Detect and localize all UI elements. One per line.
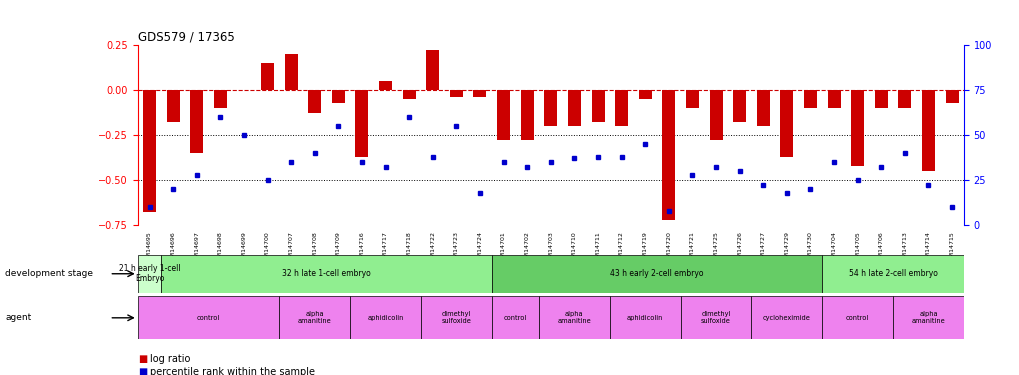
Text: cycloheximide: cycloheximide	[762, 315, 810, 321]
Bar	[331, 90, 344, 103]
Bar	[680, 296, 751, 339]
Text: alpha
amanitine: alpha amanitine	[298, 311, 331, 324]
Bar	[261, 63, 274, 90]
Bar	[279, 296, 350, 339]
Bar	[284, 54, 298, 90]
Text: alpha
amanitine: alpha amanitine	[557, 311, 591, 324]
Bar	[821, 255, 963, 292]
Bar	[403, 90, 416, 99]
Bar	[850, 90, 863, 166]
Bar	[780, 90, 793, 157]
Bar	[496, 90, 510, 140]
Text: aphidicolin: aphidicolin	[627, 315, 662, 321]
Bar	[544, 90, 556, 126]
Text: percentile rank within the sample: percentile rank within the sample	[150, 367, 315, 375]
Bar	[821, 296, 893, 339]
Text: alpha
amanitine: alpha amanitine	[911, 311, 945, 324]
Bar	[426, 50, 439, 90]
Bar	[520, 90, 533, 140]
Bar	[685, 90, 698, 108]
Bar	[491, 296, 538, 339]
Bar	[826, 90, 840, 108]
Bar	[609, 296, 680, 339]
Text: dimethyl
sulfoxide: dimethyl sulfoxide	[441, 311, 471, 324]
Text: aphidicolin: aphidicolin	[367, 315, 404, 321]
Bar	[161, 255, 491, 292]
Text: ■: ■	[138, 354, 147, 364]
Bar	[166, 90, 179, 122]
Text: ■: ■	[138, 367, 147, 375]
Text: 54 h late 2-cell embryo: 54 h late 2-cell embryo	[848, 269, 936, 278]
Bar	[350, 296, 421, 339]
Bar	[614, 90, 628, 126]
Text: control: control	[845, 315, 868, 321]
Bar	[449, 90, 463, 97]
Bar	[190, 90, 203, 153]
Text: dimethyl
sulfoxide: dimethyl sulfoxide	[700, 311, 731, 324]
Bar	[709, 90, 721, 140]
Bar	[733, 90, 746, 122]
Text: agent: agent	[5, 314, 32, 322]
Bar	[945, 90, 958, 103]
Bar	[661, 90, 675, 220]
Bar	[355, 90, 368, 157]
Text: development stage: development stage	[5, 269, 93, 278]
Bar	[421, 296, 491, 339]
Bar	[874, 90, 887, 108]
Bar	[473, 90, 486, 97]
Bar	[638, 90, 651, 99]
Text: control: control	[197, 315, 220, 321]
Bar	[214, 90, 226, 108]
Bar	[379, 81, 391, 90]
Bar	[143, 90, 156, 212]
Bar	[898, 90, 911, 108]
Bar	[308, 90, 321, 113]
Text: 21 h early 1-cell
Embryo: 21 h early 1-cell Embryo	[118, 264, 180, 284]
Bar	[751, 296, 821, 339]
Text: log ratio: log ratio	[150, 354, 191, 364]
Bar	[491, 255, 821, 292]
Bar	[538, 296, 609, 339]
Text: control: control	[503, 315, 527, 321]
Text: 43 h early 2-cell embryo: 43 h early 2-cell embryo	[609, 269, 703, 278]
Bar	[893, 296, 963, 339]
Bar	[591, 90, 604, 122]
Text: 32 h late 1-cell embryo: 32 h late 1-cell embryo	[282, 269, 371, 278]
Bar	[138, 296, 279, 339]
Bar	[803, 90, 816, 108]
Bar	[138, 255, 161, 292]
Bar	[568, 90, 581, 126]
Text: GDS579 / 17365: GDS579 / 17365	[138, 31, 234, 44]
Bar	[756, 90, 769, 126]
Bar	[921, 90, 934, 171]
